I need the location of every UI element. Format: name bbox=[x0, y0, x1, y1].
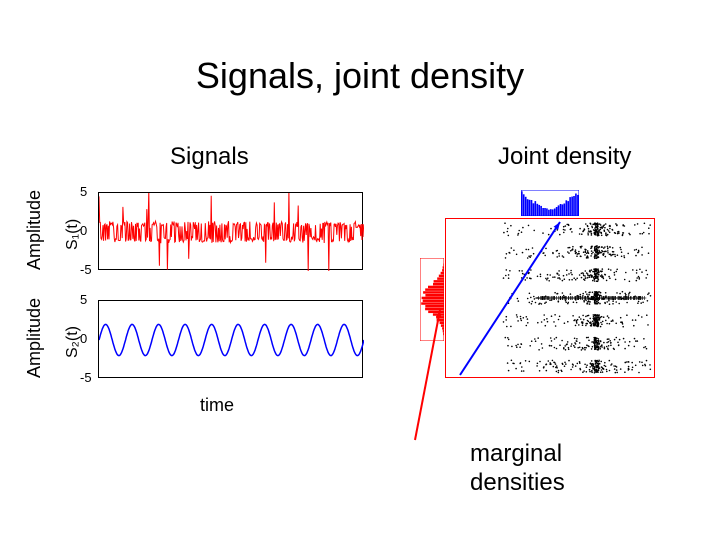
joint-density-title: Joint density bbox=[498, 143, 631, 171]
joint-density-panel bbox=[445, 218, 655, 378]
amplitude-label-2: Amplitude bbox=[24, 298, 45, 378]
top-marginal-histogram bbox=[521, 190, 579, 216]
slide-title: Signals, joint density bbox=[0, 55, 720, 97]
time-axis-label: time bbox=[200, 395, 234, 416]
left-marginal-histogram bbox=[420, 258, 444, 341]
amplitude-label-1: Amplitude bbox=[24, 190, 45, 270]
signal-panel-2 bbox=[98, 300, 363, 378]
signal-panel-1 bbox=[98, 192, 363, 270]
slide: Signals, joint density Signals Joint den… bbox=[0, 0, 720, 540]
marginal-line1: marginal bbox=[470, 440, 562, 467]
signals-title: Signals bbox=[170, 143, 249, 171]
marginal-line2: densities bbox=[470, 469, 565, 496]
marginal-densities-label: marginal densities bbox=[470, 440, 565, 498]
